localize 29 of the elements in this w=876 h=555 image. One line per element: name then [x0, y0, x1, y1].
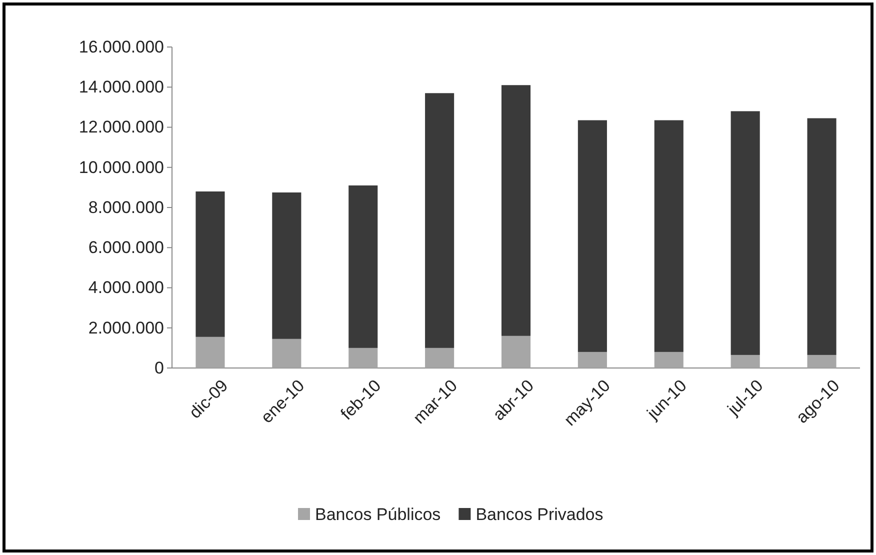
y-tick-label: 14.000.000 — [78, 78, 164, 97]
bar — [578, 120, 607, 352]
y-tick-label: 8.000.000 — [88, 198, 164, 217]
bar — [807, 354, 836, 368]
y-tick-label: 10.000.000 — [78, 158, 164, 177]
y-tick-label: 0 — [154, 358, 164, 378]
y-tick-label: 6.000.000 — [88, 238, 164, 258]
bar — [425, 348, 454, 368]
bar — [730, 354, 760, 368]
bar — [807, 118, 836, 355]
y-tick-label: 4.000.000 — [88, 278, 164, 298]
legend-label: Bancos Privados — [476, 505, 604, 524]
bar — [272, 192, 302, 339]
bar — [578, 352, 607, 368]
y-tick-label: 2.000.000 — [88, 318, 164, 338]
bar — [654, 352, 684, 368]
bar — [501, 336, 531, 368]
bar — [348, 348, 378, 368]
bar — [501, 85, 531, 336]
bar — [425, 93, 454, 348]
bar — [196, 336, 225, 368]
bar — [654, 120, 684, 352]
bar — [348, 185, 378, 348]
y-tick-label: 16.000.000 — [78, 37, 164, 56]
bar — [272, 338, 302, 368]
legend-label: Bancos Públicos — [315, 505, 441, 524]
bar — [196, 191, 225, 337]
bar — [730, 111, 760, 355]
y-tick-label: 12.000.000 — [78, 118, 164, 137]
